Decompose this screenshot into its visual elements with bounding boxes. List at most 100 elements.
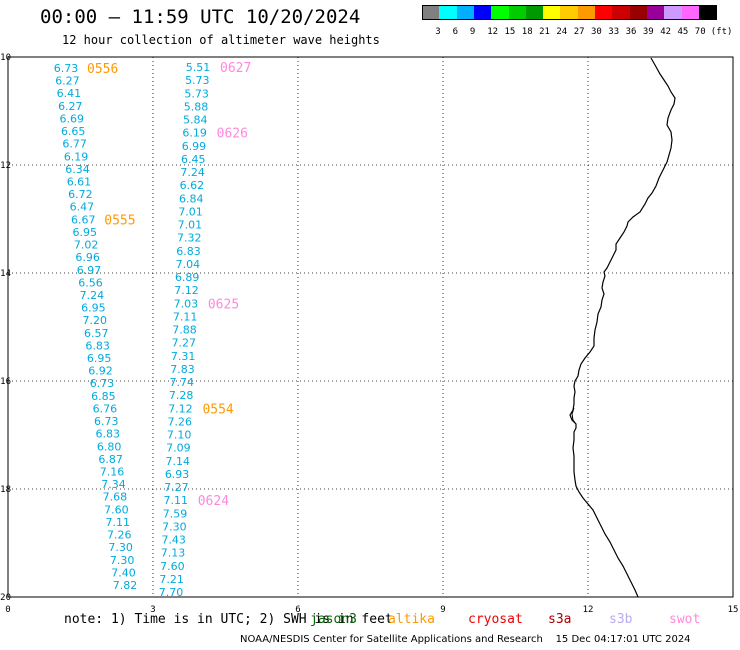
wave-height-value: 6.89 xyxy=(175,271,200,284)
wave-height-value: 6.77 xyxy=(62,138,87,151)
wave-height-value: 7.27 xyxy=(164,481,189,494)
wave-height-value: 6.61 xyxy=(67,175,92,188)
wave-height-value: 7.88 xyxy=(172,324,197,337)
colorbar-label: 30 xyxy=(591,27,602,37)
wave-height-value: 7.30 xyxy=(110,554,135,567)
map-subtitle: 12 hour collection of altimeter wave hei… xyxy=(62,33,380,47)
wave-height-value: 7.26 xyxy=(107,529,132,542)
pass-time-label: 0625 xyxy=(208,297,239,312)
wave-height-value: 7.16 xyxy=(100,466,125,479)
wave-height-value: 7.24 xyxy=(180,166,205,179)
wave-height-value: 6.19 xyxy=(182,127,207,140)
wave-height-value: 6.73 xyxy=(94,415,119,428)
wave-height-value: 6.99 xyxy=(182,140,207,153)
altimeter-track-left: 6.736.276.416.276.696.656.776.196.346.61… xyxy=(54,62,138,592)
wave-height-value: 7.70 xyxy=(159,586,184,599)
wave-height-value: 6.87 xyxy=(98,453,123,466)
wave-height-value: 6.73 xyxy=(90,377,115,390)
x-tick-label: 12 xyxy=(583,605,594,615)
wave-height-value: 7.32 xyxy=(177,232,202,245)
colorbar-swatch xyxy=(595,5,613,20)
legend-item-s3b: s3b xyxy=(609,612,633,627)
coastline xyxy=(569,57,676,598)
wave-height-value: 5.73 xyxy=(184,87,209,100)
wave-height-value: 7.68 xyxy=(103,491,128,504)
x-tick-label: 0 xyxy=(5,605,10,615)
wave-height-value: 6.95 xyxy=(72,226,97,239)
pass-time-label: 0555 xyxy=(104,213,135,228)
colorbar-swatch xyxy=(422,5,440,20)
y-tick-label: -16 xyxy=(0,377,11,387)
wave-height-value: 6.34 xyxy=(65,163,90,176)
colorbar-swatch xyxy=(560,5,579,20)
wave-height-value: 7.13 xyxy=(161,547,186,560)
wave-height-value: 7.11 xyxy=(163,494,188,507)
wave-height-value: 7.40 xyxy=(111,566,136,579)
wave-height-value: 6.19 xyxy=(64,150,89,163)
colorbar-swatch xyxy=(439,5,458,20)
colorbar-label: 24 xyxy=(556,27,568,37)
wave-height-value: 6.57 xyxy=(84,327,109,340)
credit-line: NOAA/NESDIS Center for Satellite Applica… xyxy=(240,634,691,645)
colorbar-label: 21 xyxy=(539,27,550,37)
wave-height-value: 6.65 xyxy=(61,125,86,138)
wave-height-value: 7.30 xyxy=(108,541,133,554)
wave-height-value: 6.83 xyxy=(85,339,110,352)
colorbar-label: 18 xyxy=(521,27,533,37)
colorbar-label: 9 xyxy=(469,27,476,37)
pass-time-label: 0556 xyxy=(87,62,118,77)
colorbar-label: 36 xyxy=(625,27,637,37)
wave-height-value: 7.28 xyxy=(169,389,194,402)
wave-height-value: 7.82 xyxy=(113,579,138,592)
wave-height-value: 6.41 xyxy=(57,87,82,100)
colorbar-label: 6 xyxy=(452,27,459,37)
wave-height-value: 6.72 xyxy=(68,188,93,201)
colorbar-swatch xyxy=(681,5,700,20)
wave-height-value: 6.80 xyxy=(97,440,122,453)
wave-height-value: 6.27 xyxy=(58,100,83,113)
wave-height-value: 7.60 xyxy=(160,560,185,573)
wave-height-value: 5.51 xyxy=(186,61,211,74)
wave-height-value: 7.26 xyxy=(168,415,193,428)
wave-height-value: 7.11 xyxy=(173,310,198,323)
colorbar-swatch xyxy=(698,5,717,20)
wave-height-value: 6.67 xyxy=(71,213,96,226)
wave-height-value: 7.21 xyxy=(159,573,184,586)
wave-height-value: 6.84 xyxy=(179,192,204,205)
map-grid xyxy=(8,57,733,597)
y-tick-label: -14 xyxy=(0,269,11,279)
pass-time-label: 0627 xyxy=(220,61,251,76)
colorbar-unit: (ft) xyxy=(710,27,733,37)
wave-height-value: 6.93 xyxy=(165,468,190,481)
wave-height-value: 6.92 xyxy=(88,365,113,378)
colorbar-swatch xyxy=(612,5,631,20)
altimeter-track-right: 5.515.735.735.885.846.196.996.457.246.62… xyxy=(159,61,252,599)
wave-height-value: 6.97 xyxy=(77,264,102,277)
x-tick-label: 6 xyxy=(295,605,300,615)
wave-height-value: 7.20 xyxy=(83,314,108,327)
colorbar-swatch xyxy=(473,5,492,20)
wave-height-value: 6.69 xyxy=(60,112,85,125)
pass-time-label: 0554 xyxy=(202,402,233,417)
colorbar-label: 45 xyxy=(677,27,689,37)
legend-item-s3a: s3a xyxy=(548,612,572,627)
x-tick-label: 3 xyxy=(150,605,155,615)
wave-height-value: 7.11 xyxy=(106,516,131,529)
pass-time-label: 0626 xyxy=(217,127,248,142)
wave-height-value: 6.56 xyxy=(78,276,103,289)
colorbar-swatch xyxy=(629,5,648,20)
colorbar-swatch xyxy=(456,5,475,20)
wave-height-value: 7.12 xyxy=(168,402,193,415)
colorbar-swatch xyxy=(508,5,527,20)
wave-height-value: 7.60 xyxy=(104,503,129,516)
colorbar-label: 39 xyxy=(642,27,654,37)
legend-item-swot: swot xyxy=(669,612,701,627)
wave-height-value: 5.88 xyxy=(184,100,209,113)
wave-height-value: 6.83 xyxy=(176,245,201,258)
x-tick-label: 15 xyxy=(728,605,739,615)
colorbar-label: 3 xyxy=(435,27,441,37)
axis-ticks: 0 3 6 9 12 15 -10 -12 -14 -16 -18 -20 xyxy=(0,53,738,615)
wave-height-value: 7.04 xyxy=(176,258,201,271)
wave-height-value: 6.45 xyxy=(181,153,206,166)
wave-height-value: 7.34 xyxy=(101,478,126,491)
